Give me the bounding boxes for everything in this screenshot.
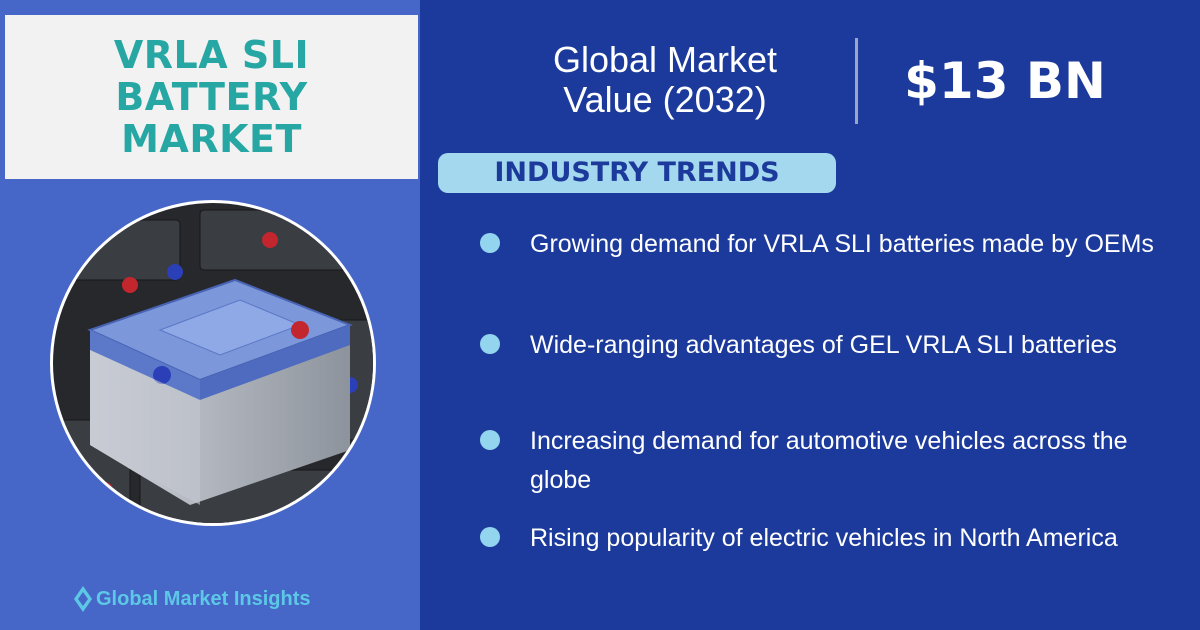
bullet <box>480 527 500 547</box>
trend-text: Rising popularity of electric vehicles i… <box>530 524 1118 552</box>
market-label-line: Value (2032) <box>563 79 767 120</box>
section-heading: INDUSTRY TRENDS <box>438 153 836 193</box>
market-label: Global Market Value (2032) <box>500 40 830 120</box>
bullet <box>480 334 500 354</box>
trend-item: Increasing demand for automotive vehicle… <box>480 422 1170 500</box>
logo: Global Market Insights <box>74 586 310 612</box>
battery-image <box>50 200 376 526</box>
bullet <box>480 430 500 450</box>
logo-icon <box>74 586 92 612</box>
market-value: $13 BN <box>904 52 1106 110</box>
trend-text: Growing demand for VRLA SLI batteries ma… <box>530 230 1154 258</box>
logo-text: Global Market Insights <box>96 587 311 610</box>
trend-item: Rising popularity of electric vehicles i… <box>480 519 1170 558</box>
trend-item: Wide-ranging advantages of GEL VRLA SLI … <box>480 326 1170 365</box>
trend-item: Growing demand for VRLA SLI batteries ma… <box>480 225 1170 264</box>
title-line: BATTERY <box>115 75 308 119</box>
title-line: VRLA SLI <box>113 33 310 77</box>
market-label-line: Global Market <box>552 39 778 80</box>
bullet <box>480 233 500 253</box>
trend-text: Wide-ranging advantages of GEL VRLA SLI … <box>530 331 1117 359</box>
title-box: VRLA SLI BATTERY MARKET <box>5 15 418 179</box>
trend-text: Increasing demand for automotive vehicle… <box>530 427 1128 494</box>
divider <box>855 38 858 124</box>
title-line: MARKET <box>121 117 302 161</box>
